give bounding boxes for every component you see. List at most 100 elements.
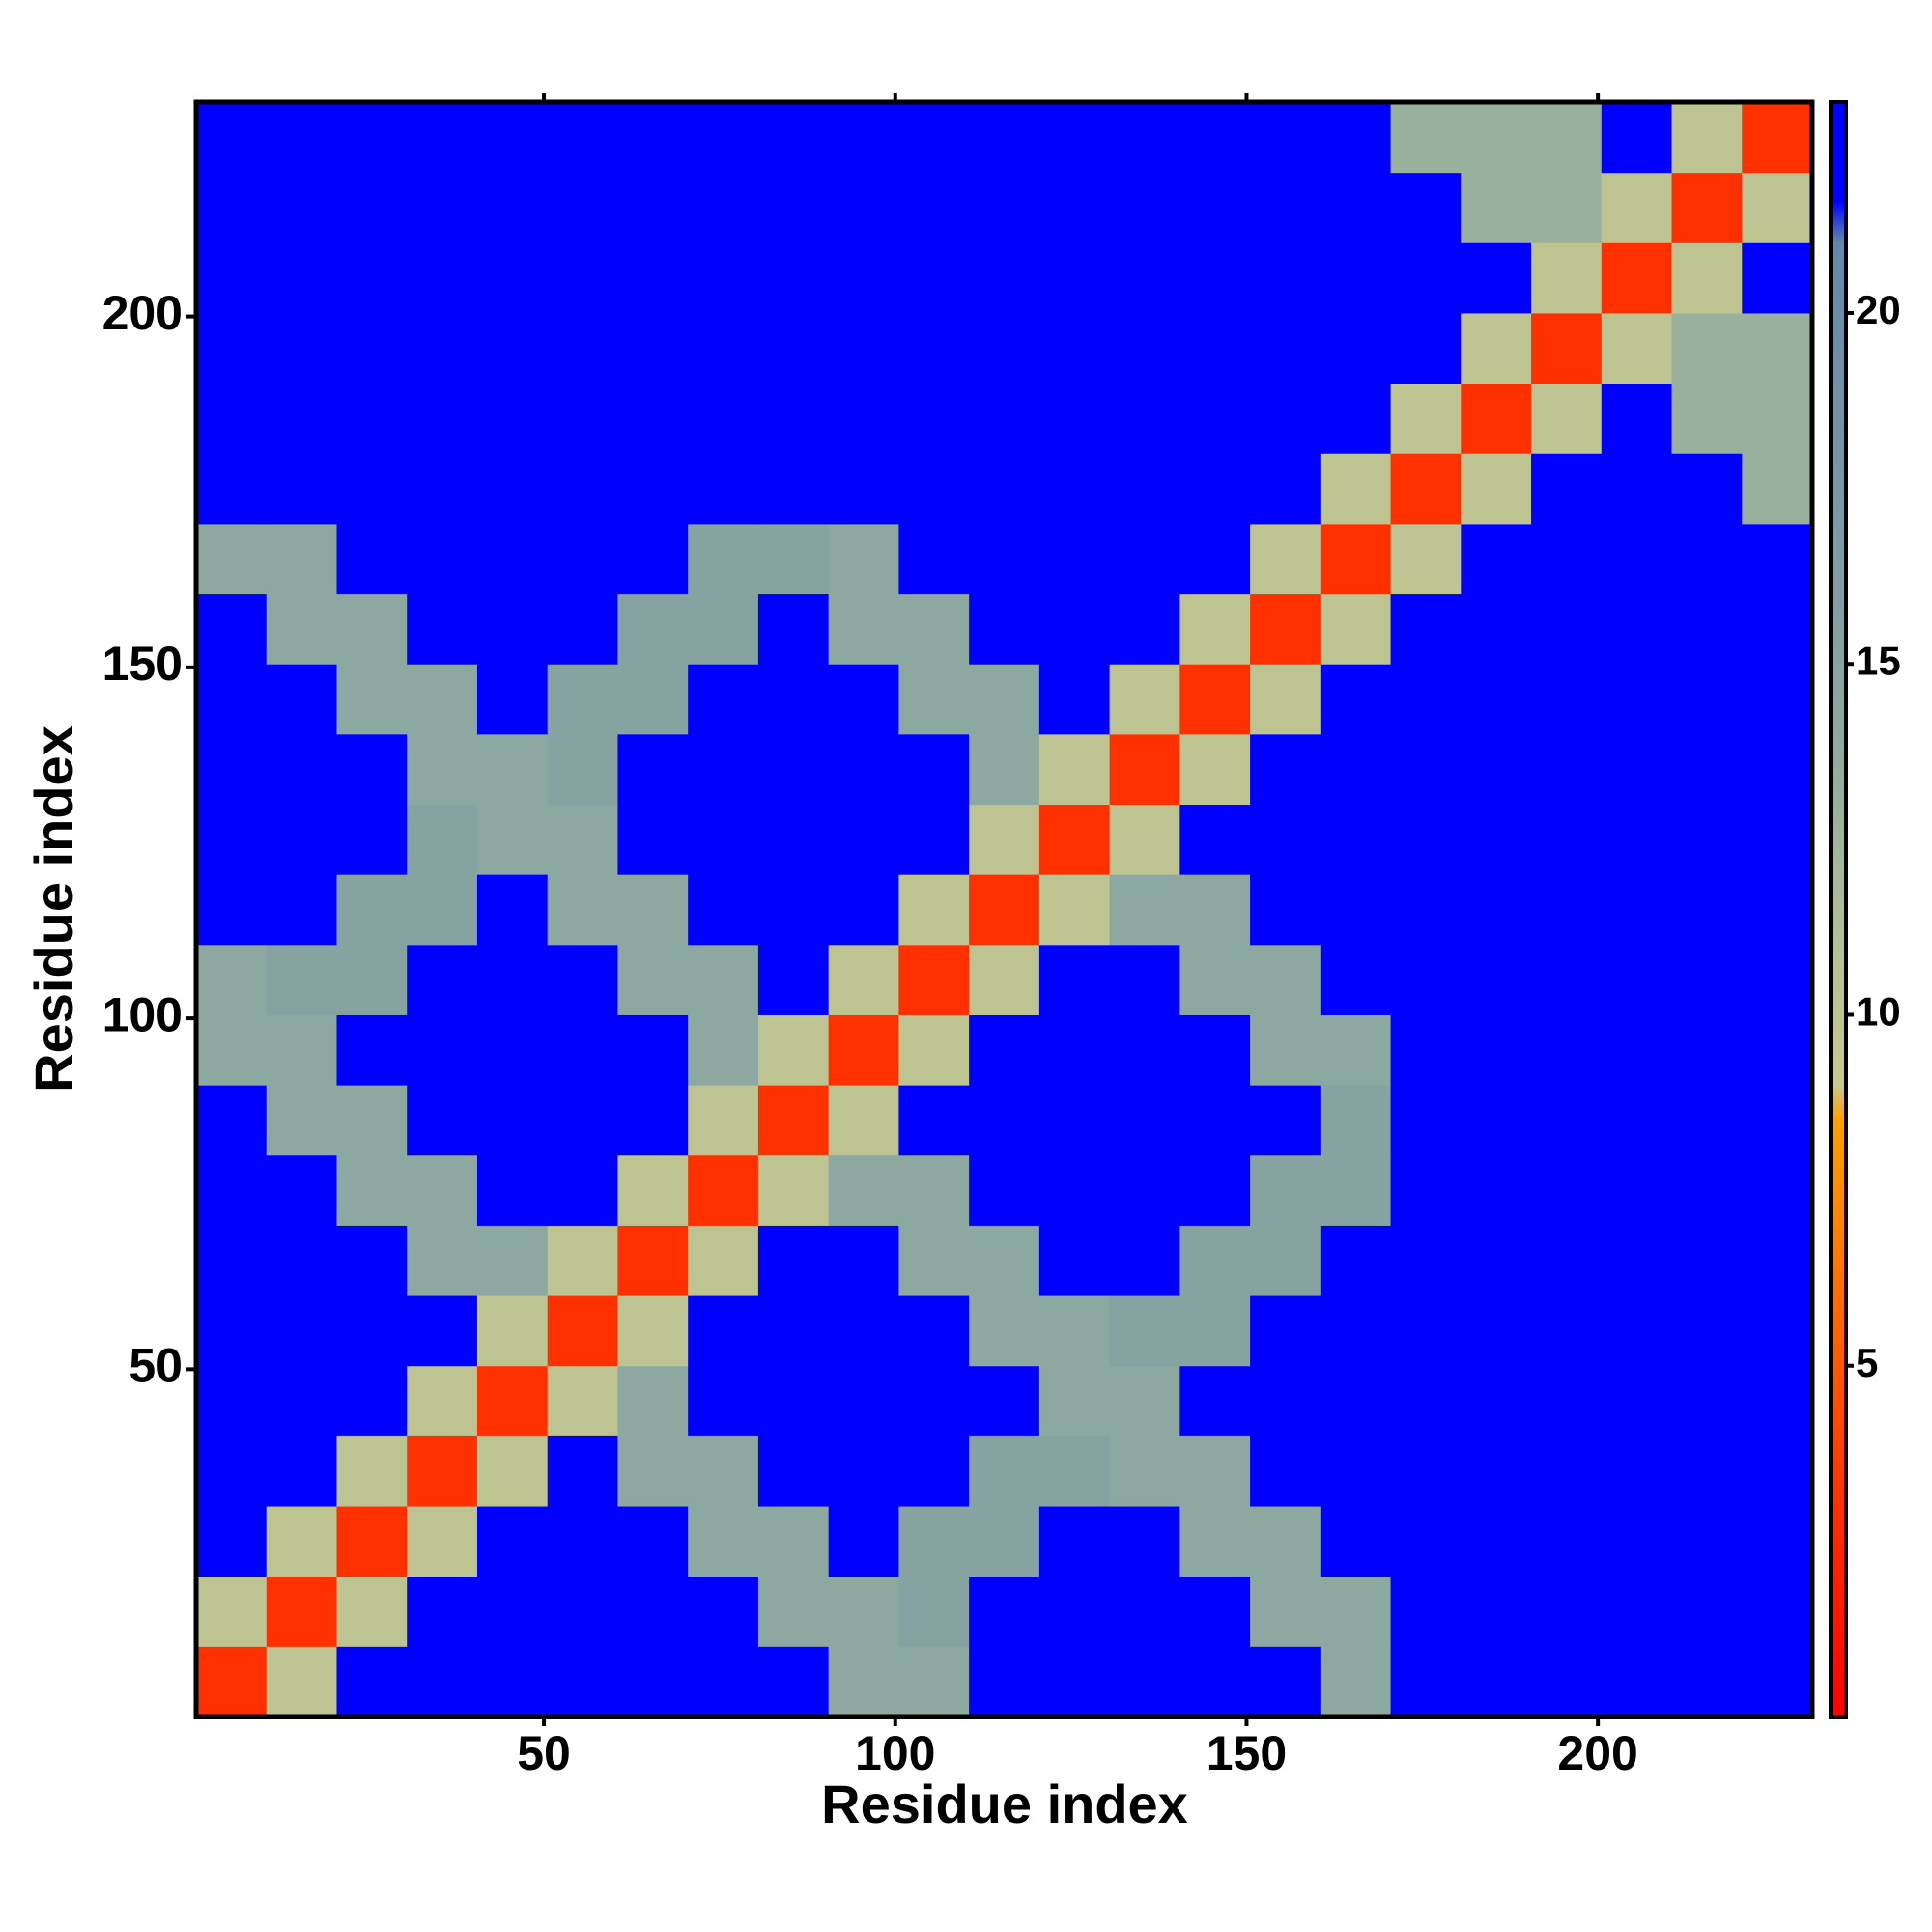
heatmap-cell (336, 1295, 408, 1367)
heatmap-cell (757, 102, 830, 174)
heatmap-cell (969, 453, 1040, 525)
heatmap-cell (1531, 733, 1603, 806)
heatmap-cell (757, 312, 830, 384)
heatmap-cell (1250, 1295, 1321, 1367)
heatmap-cell (898, 453, 970, 525)
heatmap-cell (266, 312, 337, 384)
heatmap-cell (1671, 102, 1743, 174)
heatmap-cell (1179, 593, 1251, 665)
heatmap-cell (1742, 1435, 1813, 1507)
heatmap-cell (1671, 1646, 1743, 1718)
heatmap-cell (196, 1014, 268, 1086)
heatmap-cell (407, 453, 478, 525)
heatmap-cell (828, 312, 899, 384)
heatmap-cell (828, 1085, 899, 1156)
heatmap-cell (407, 523, 478, 595)
heatmap-cell (1601, 733, 1673, 806)
heatmap-cell (407, 242, 478, 314)
heatmap-cell (1531, 804, 1603, 875)
heatmap-cell (898, 523, 970, 595)
heatmap-cell (757, 944, 830, 1015)
heatmap-cell (1179, 1576, 1251, 1647)
heatmap-cell (688, 1085, 759, 1156)
heatmap-cell (828, 1014, 899, 1086)
heatmap-cell (969, 1435, 1040, 1507)
heatmap-cell (1250, 1506, 1321, 1577)
heatmap-cell (1390, 242, 1462, 314)
heatmap-cell (476, 664, 549, 735)
heatmap-cell (757, 1365, 830, 1436)
heatmap-cell (266, 383, 337, 454)
heatmap-cell (688, 733, 759, 806)
heatmap-cell (547, 172, 618, 243)
heatmap-cell (969, 312, 1040, 384)
heatmap-cell (757, 664, 830, 735)
heatmap-cell (1671, 242, 1743, 314)
heatmap-cell (1461, 383, 1532, 454)
heatmap-cell (1320, 1365, 1392, 1436)
heatmap-cell (1742, 804, 1813, 875)
heatmap-cell (547, 453, 618, 525)
heatmap-cell (1531, 1646, 1603, 1718)
heatmap-cell (196, 102, 268, 174)
heatmap-cell (1320, 1085, 1392, 1156)
heatmap-cell (1179, 1154, 1251, 1226)
heatmap-cell (1390, 1646, 1462, 1718)
heatmap-cell (266, 1506, 337, 1577)
heatmap-cell (1250, 1014, 1321, 1086)
heatmap-cell (547, 1646, 618, 1718)
heatmap-cell (688, 523, 759, 595)
heatmap-cell (547, 1576, 618, 1647)
heatmap-cell (196, 593, 268, 665)
heatmap-cell (1601, 1435, 1673, 1507)
heatmap-cell (688, 172, 759, 243)
heatmap-cell (1531, 383, 1603, 454)
heatmap-cell (1671, 593, 1743, 665)
heatmap-cell (1109, 804, 1180, 875)
heatmap-cell (617, 1225, 689, 1296)
heatmap-cell (828, 1154, 899, 1226)
heatmap-cell (1038, 1576, 1111, 1647)
heatmap-cell (266, 593, 337, 665)
heatmap-cell (1250, 1365, 1321, 1436)
heatmap-cell (196, 523, 268, 595)
heatmap-cell (547, 593, 618, 665)
heatmap-cell (1320, 874, 1392, 946)
heatmap-cell (1742, 1085, 1813, 1156)
heatmap-cell (828, 1295, 899, 1367)
heatmap-cell (547, 1225, 618, 1296)
heatmap-cell (1390, 453, 1462, 525)
heatmap-cell (1461, 1014, 1532, 1086)
heatmap-cell (1109, 1435, 1180, 1507)
heatmap-cell (1179, 733, 1251, 806)
heatmap-cell (336, 102, 408, 174)
heatmap-cell (1601, 1085, 1673, 1156)
heatmap-cell (196, 804, 268, 875)
heatmap-cell (969, 1365, 1040, 1436)
heatmap-cell (1179, 944, 1251, 1015)
heatmap-cell (1461, 1646, 1532, 1718)
heatmap-cell (1038, 1295, 1111, 1367)
heatmap-cell (476, 1085, 549, 1156)
heatmap-cell (969, 874, 1040, 946)
heatmap-cell (1038, 593, 1111, 665)
heatmap-cell (688, 593, 759, 665)
heatmap-cell (828, 733, 899, 806)
heatmap-cell (1179, 453, 1251, 525)
heatmap-cell (1390, 874, 1462, 946)
heatmap-cell (1601, 523, 1673, 595)
heatmap-cell (757, 1576, 830, 1647)
heatmap-cell (969, 102, 1040, 174)
heatmap-cell (1109, 1295, 1180, 1367)
heatmap-cell (476, 1506, 549, 1577)
heatmap-cell (969, 804, 1040, 875)
heatmap-cell (757, 1506, 830, 1577)
heatmap-cell (1742, 102, 1813, 174)
heatmap-cell (898, 1435, 970, 1507)
heatmap-cell (266, 1085, 337, 1156)
heatmap-cell (1461, 1435, 1532, 1507)
heatmap-cell (1601, 593, 1673, 665)
heatmap-cell (407, 804, 478, 875)
heatmap-cell (1601, 1014, 1673, 1086)
heatmap-cell (336, 664, 408, 735)
